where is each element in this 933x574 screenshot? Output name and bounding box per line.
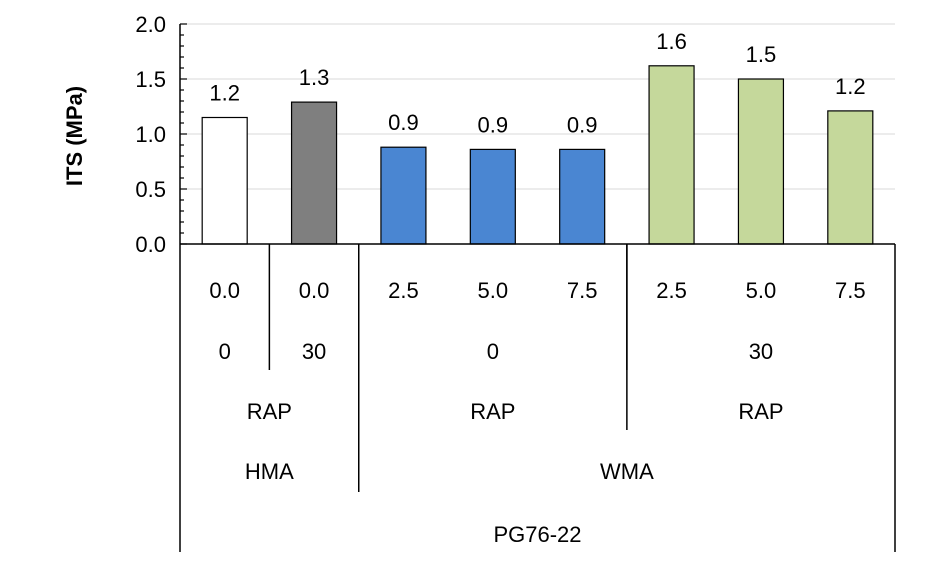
data-label: 0.9 xyxy=(567,112,598,137)
group-label: 30 xyxy=(302,339,326,364)
category-label: 0.0 xyxy=(209,278,240,303)
data-label: 1.2 xyxy=(209,81,240,106)
gridlines xyxy=(180,23,895,190)
group-labels: 0 30 0 30 RAP RAP RAP HMA WMA PG76-22 xyxy=(219,244,784,547)
y-tick-label: 0.5 xyxy=(135,177,166,202)
category-label: 7.5 xyxy=(567,278,598,303)
data-label: 0.9 xyxy=(388,110,419,135)
category-label: 2.5 xyxy=(388,278,419,303)
bars xyxy=(201,65,874,245)
y-tick-label: 1.0 xyxy=(135,122,166,147)
y-tick-label: 1.5 xyxy=(135,67,166,92)
group-label: 30 xyxy=(749,339,773,364)
group-label: 0 xyxy=(487,339,499,364)
category-label: 7.5 xyxy=(835,278,866,303)
bar xyxy=(559,148,606,245)
group-label: RAP xyxy=(247,399,292,424)
bar xyxy=(737,78,785,245)
group-label: RAP xyxy=(738,399,783,424)
axes xyxy=(179,23,896,552)
data-label: 1.3 xyxy=(299,65,330,90)
y-axis-title: ITS (MPa) xyxy=(62,86,87,186)
data-label: 1.6 xyxy=(656,29,687,54)
bar xyxy=(648,65,695,245)
group-label: 0 xyxy=(219,339,231,364)
data-label: 1.2 xyxy=(835,74,866,99)
group-label: WMA xyxy=(600,459,654,484)
category-label: 2.5 xyxy=(656,278,687,303)
group-label: PG76-22 xyxy=(493,522,581,547)
group-label: RAP xyxy=(470,399,515,424)
y-tick-labels: 0.0 0.5 1.0 1.5 2.0 xyxy=(135,12,166,257)
data-labels: 1.2 1.3 0.9 0.9 0.9 1.6 1.5 1.2 xyxy=(209,29,865,138)
data-label: 1.5 xyxy=(746,42,777,67)
bar xyxy=(290,101,338,245)
bar xyxy=(469,148,516,245)
category-label: 0.0 xyxy=(299,278,330,303)
bar xyxy=(201,116,248,245)
category-labels: 0.0 0.0 2.5 5.0 7.5 2.5 5.0 7.5 xyxy=(209,278,865,303)
bar xyxy=(827,110,874,245)
bar xyxy=(380,146,427,245)
category-label: 5.0 xyxy=(746,278,777,303)
y-tick-label: 0.0 xyxy=(135,232,166,257)
data-label: 0.9 xyxy=(478,112,509,137)
group-label: HMA xyxy=(245,459,294,484)
category-label: 5.0 xyxy=(478,278,509,303)
y-tick-label: 2.0 xyxy=(135,12,166,37)
